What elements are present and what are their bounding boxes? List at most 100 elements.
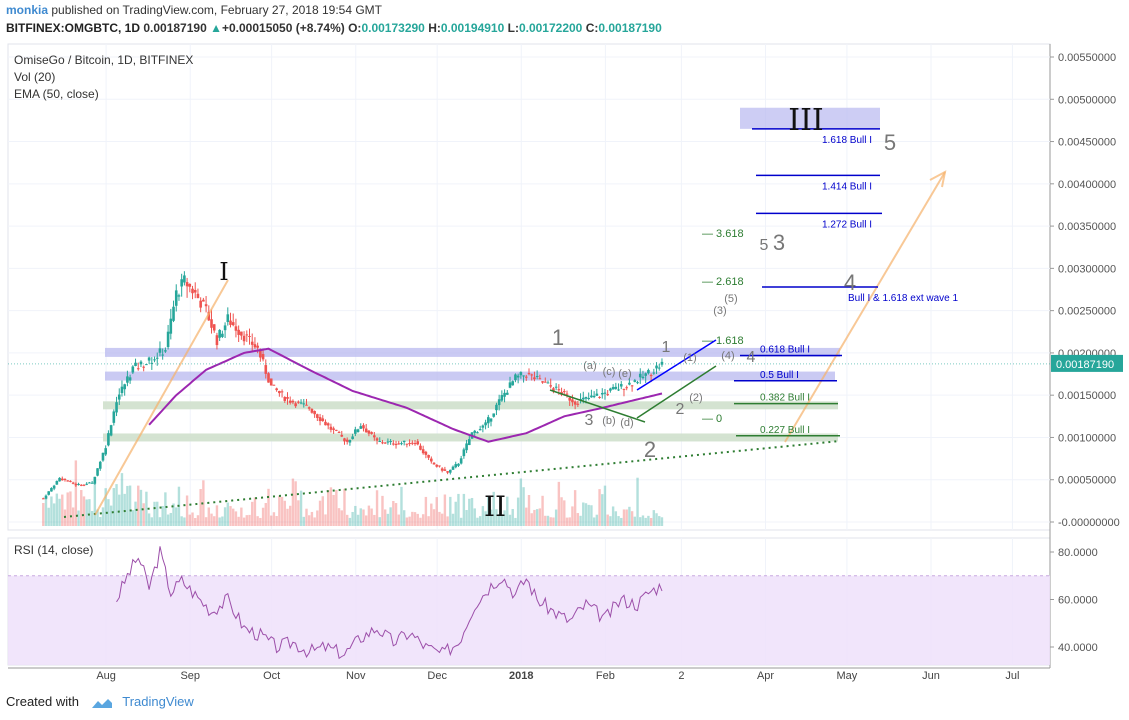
ema-legend[interactable]: EMA (50, close) — [14, 87, 99, 101]
volume-bar — [489, 509, 493, 526]
volume-bar — [611, 506, 615, 526]
publish-line: monkia published on TradingView.com, Feb… — [6, 3, 382, 17]
ohlc-line: BITFINEX:OMGBTC, 1D 0.00187190 ▲+0.00015… — [6, 21, 662, 35]
minor-wave-label: (b) — [602, 415, 615, 427]
symbol-label: BITFINEX:OMGBTC, 1D — [6, 21, 140, 35]
volume-bar — [310, 511, 314, 526]
minor-wave-label: (4) — [721, 350, 734, 362]
change-value: +0.00015050 (+8.74%) — [221, 21, 345, 35]
volume-bar — [90, 510, 94, 526]
volume-bar — [82, 496, 86, 526]
wave-label: 3 — [773, 230, 785, 255]
close-label: C: — [585, 21, 599, 35]
candle-body — [495, 404, 498, 411]
candle-body — [264, 365, 268, 374]
author-link[interactable]: monkia — [6, 3, 49, 17]
volume-bar — [131, 510, 135, 526]
volume-bar — [280, 496, 284, 526]
volume-bar — [362, 509, 365, 526]
volume-bar — [256, 516, 259, 526]
volume-bar — [457, 493, 460, 526]
volume-bar — [413, 512, 417, 526]
volume-bar — [481, 506, 485, 526]
volume-bar — [237, 516, 240, 526]
candle-body — [286, 396, 289, 399]
volume-bar — [221, 516, 224, 526]
candle-body — [351, 436, 354, 440]
chart-title[interactable]: OmiseGo / Bitcoin, 1D, BITFINEX — [14, 53, 194, 67]
candle-body — [524, 376, 528, 378]
rsi-legend[interactable]: RSI (14, close) — [14, 543, 94, 557]
rsi-tick-label: 60.0000 — [1058, 595, 1098, 607]
volume-legend[interactable]: Vol (20) — [14, 70, 56, 84]
volume-bar — [573, 490, 577, 526]
candle-body — [554, 386, 558, 388]
candle-body — [66, 480, 69, 482]
volume-bar — [430, 503, 433, 526]
candle-body — [299, 402, 303, 404]
minor-wave-label: (a) — [583, 360, 596, 372]
rsi-tick-label: 40.0000 — [1058, 642, 1098, 654]
volume-bar — [218, 517, 221, 526]
candle-body — [375, 438, 379, 441]
volume-bar — [525, 507, 528, 526]
volume-bar — [261, 507, 265, 526]
candle-body — [541, 381, 544, 383]
volume-bar — [419, 517, 422, 526]
extension-label: — 1.618 — [702, 335, 744, 347]
minor-wave-label: (d) — [620, 417, 633, 429]
candle-body — [183, 275, 186, 283]
volume-bar — [169, 512, 173, 526]
candle-body — [486, 417, 490, 424]
candle-body — [191, 288, 194, 294]
candle-body — [153, 359, 156, 361]
volume-bar — [614, 511, 618, 526]
candle-body — [655, 365, 658, 369]
volume-bar — [470, 497, 474, 526]
low-value: 0.00172200 — [518, 21, 583, 35]
minor-wave-label: (2) — [689, 392, 702, 404]
candle-body — [538, 378, 542, 380]
footer: Created with TradingView — [6, 694, 194, 709]
candle-body — [90, 482, 94, 484]
volume-bar — [462, 493, 466, 526]
volume-bar — [402, 510, 406, 526]
change-arrow-icon: ▲ — [210, 21, 222, 35]
candle-body — [71, 482, 75, 484]
candle-body — [405, 443, 409, 445]
target-zone-box — [740, 107, 880, 129]
candle-body — [155, 357, 159, 359]
candle-body — [438, 465, 441, 467]
candle-body — [500, 395, 504, 401]
candle-body — [535, 375, 539, 377]
volume-bar — [549, 517, 552, 526]
volume-bar — [500, 514, 504, 526]
volume-bar — [112, 488, 116, 526]
tradingview-link[interactable]: TradingView — [122, 694, 194, 709]
volume-bar — [568, 517, 571, 526]
candle-body — [256, 345, 259, 348]
candle-body — [210, 319, 213, 328]
volume-bar — [128, 485, 132, 526]
volume-bar — [620, 517, 623, 526]
volume-bar — [343, 488, 346, 526]
volume-bar — [93, 483, 97, 526]
volume-bar — [324, 514, 327, 526]
volume-bar — [202, 480, 205, 526]
candle-body — [508, 382, 512, 388]
volume-bar — [270, 515, 273, 526]
candle-body — [394, 443, 398, 446]
volume-bar — [440, 513, 444, 526]
candle-body — [245, 334, 249, 336]
candle-body — [430, 458, 433, 462]
volume-bar — [449, 496, 452, 526]
volume-bar — [194, 517, 197, 526]
candle-body — [297, 401, 300, 403]
price-pane-frame — [7, 43, 1051, 531]
volume-bar — [115, 484, 118, 526]
candle-body — [449, 469, 452, 473]
minor-wave-label: (3) — [713, 305, 726, 317]
volume-bar — [530, 513, 533, 526]
candle-body — [139, 361, 143, 365]
